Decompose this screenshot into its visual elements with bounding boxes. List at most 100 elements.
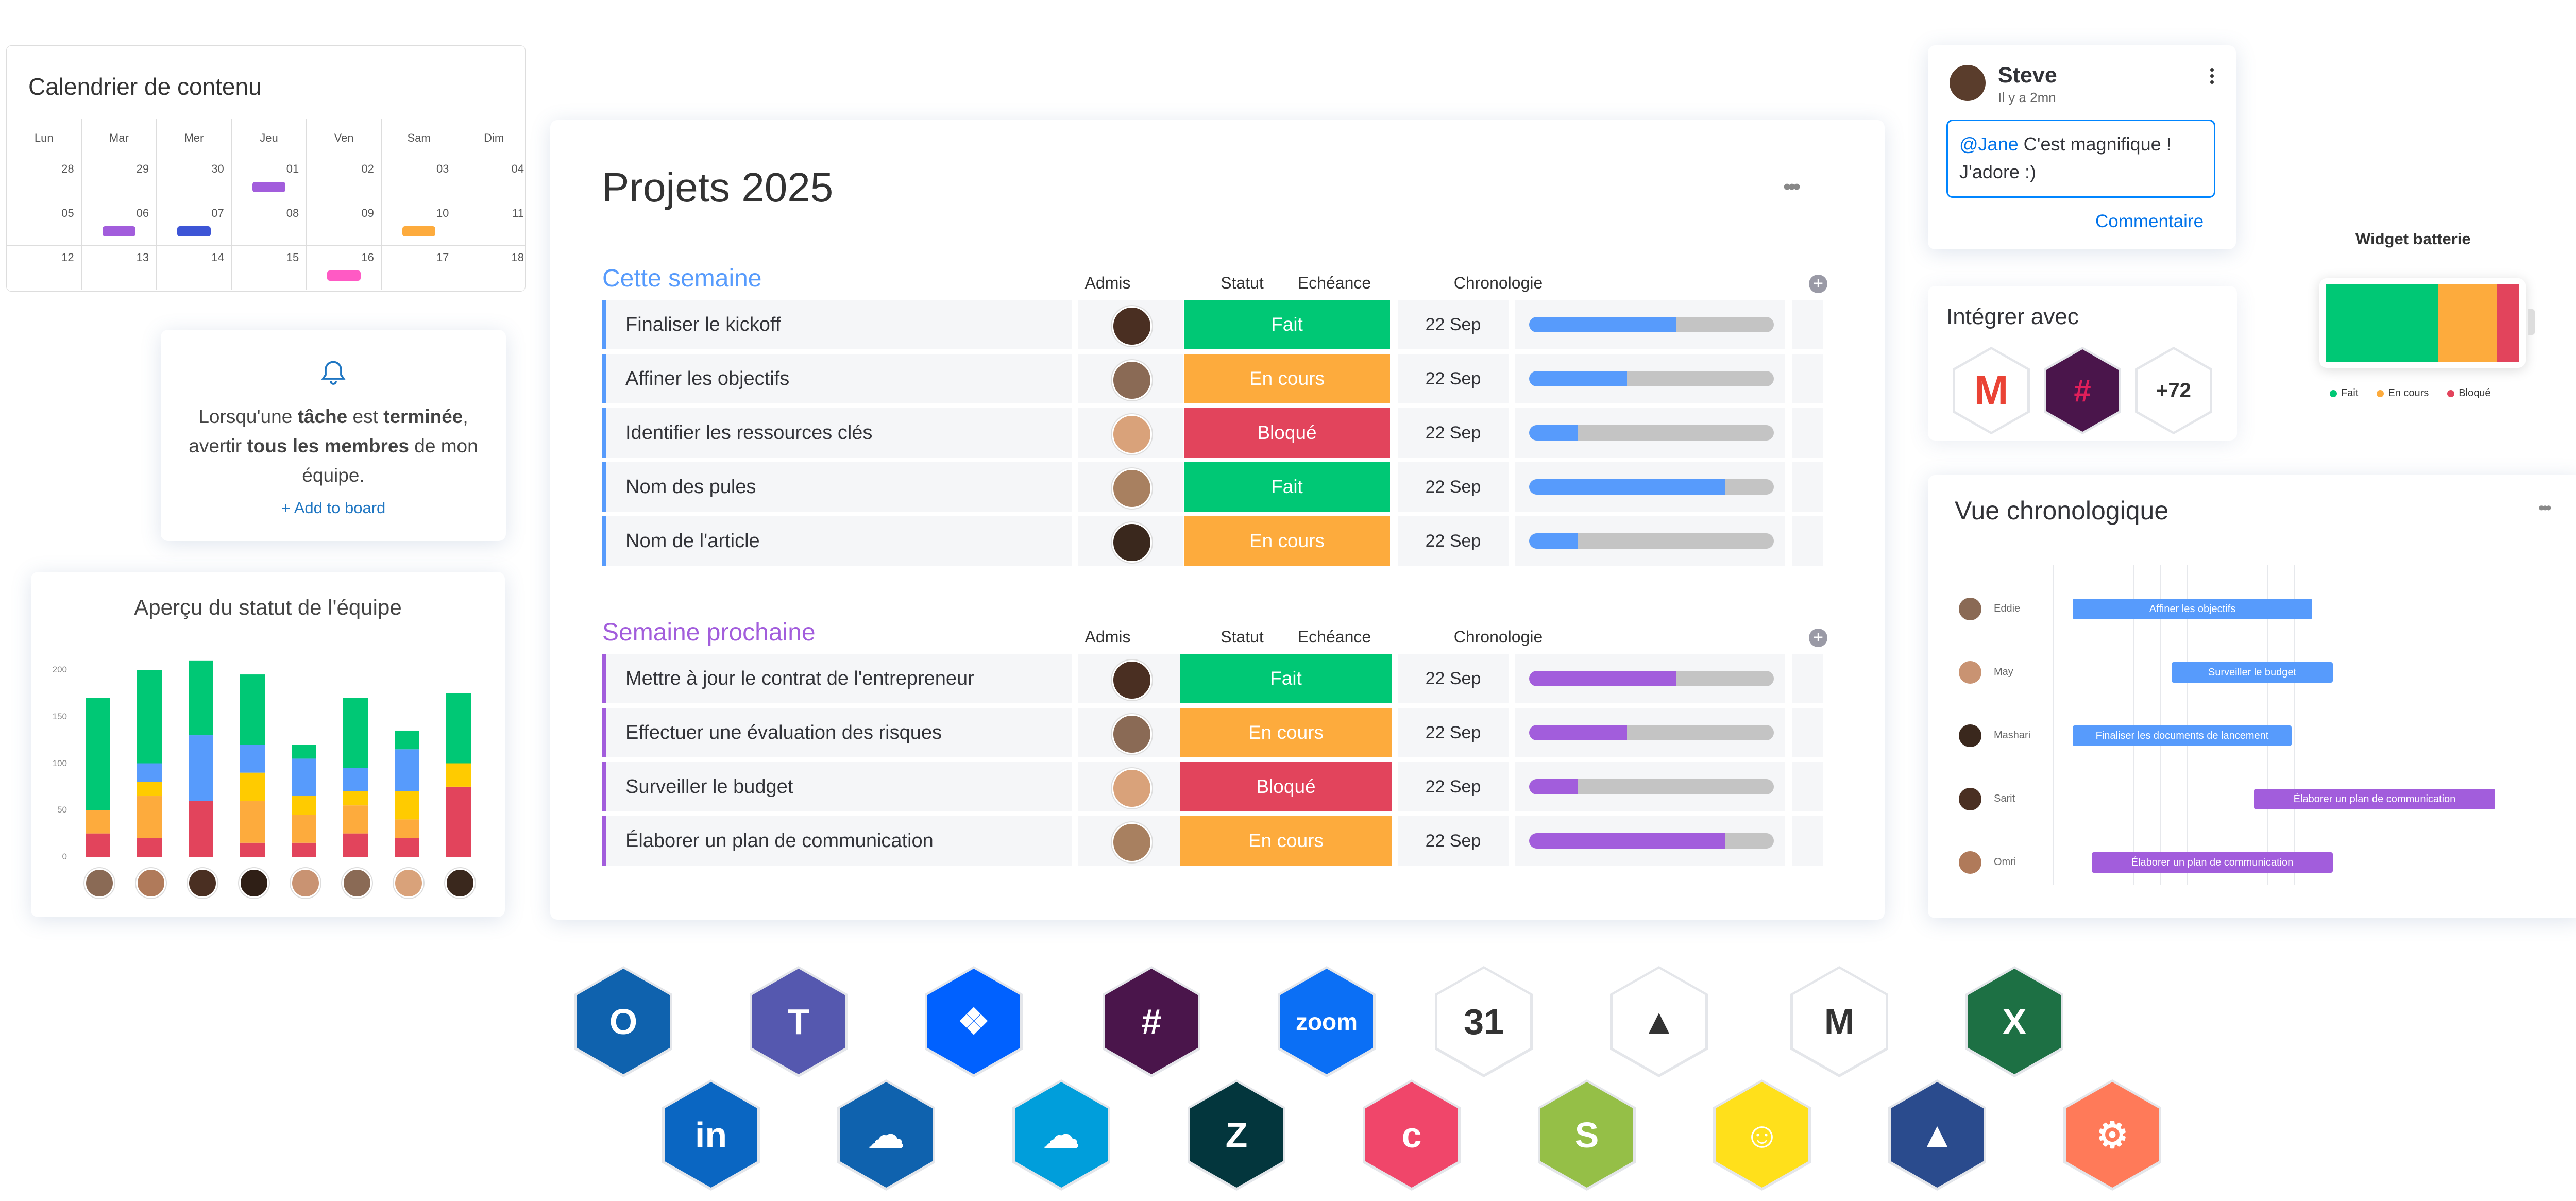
timeline-cell[interactable] xyxy=(1515,816,1785,866)
timeline-cell[interactable] xyxy=(1515,408,1785,458)
timeline-cell[interactable] xyxy=(1515,516,1785,566)
team-member-avatar[interactable] xyxy=(394,868,423,898)
table-row[interactable]: Effectuer une évaluation des risques En c… xyxy=(602,708,1879,757)
timeline-cell[interactable] xyxy=(1515,300,1785,349)
status-cell[interactable]: En cours xyxy=(1184,516,1390,566)
calendar-day[interactable]: 03 xyxy=(381,157,457,201)
calendar-event[interactable] xyxy=(327,270,361,281)
table-row[interactable]: Identifier les ressources clés Bloqué 22 S… xyxy=(602,408,1879,458)
calendar-day[interactable]: 07 xyxy=(157,201,232,245)
mailchimp-icon[interactable]: ☺ xyxy=(1716,1082,1808,1188)
comment-button[interactable]: Commentaire xyxy=(2095,211,2204,231)
due-date[interactable]: 22 Sep xyxy=(1398,654,1509,703)
salesforce-icon[interactable]: ☁ xyxy=(1015,1082,1108,1188)
team-member-avatar[interactable] xyxy=(136,868,166,898)
task-name[interactable]: Identifier les ressources clés xyxy=(602,408,1072,458)
person-avatar[interactable] xyxy=(1112,468,1152,509)
person-avatar[interactable] xyxy=(1112,522,1152,563)
calendar-day[interactable]: 04 xyxy=(456,157,525,201)
calendar-day[interactable]: 10 xyxy=(381,201,457,245)
gantt-bar[interactable]: Élaborer un plan de communication xyxy=(2254,789,2495,809)
team-member-avatar[interactable] xyxy=(239,868,269,898)
task-name[interactable]: Effectuer une évaluation des risques xyxy=(602,708,1072,757)
calendar-day[interactable]: 28 xyxy=(7,157,82,201)
due-date[interactable]: 22 Sep xyxy=(1398,516,1509,566)
timeline-cell[interactable] xyxy=(1515,354,1785,403)
calendar-day[interactable]: 14 xyxy=(157,245,232,290)
calendar-day[interactable]: 30 xyxy=(157,157,232,201)
status-cell[interactable]: Bloqué xyxy=(1180,762,1392,811)
calendar-day[interactable]: 13 xyxy=(81,245,157,290)
task-name[interactable]: Surveiller le budget xyxy=(602,762,1072,811)
comment-box[interactable]: @Jane C'est magnifique ! J'adore :) xyxy=(1946,120,2215,198)
calendar-day[interactable]: 29 xyxy=(81,157,157,201)
timeline-more-icon[interactable]: ••• xyxy=(2538,498,2552,518)
status-cell[interactable]: Fait xyxy=(1184,300,1390,349)
kebab-menu-icon[interactable] xyxy=(2210,68,2214,88)
calendar-day[interactable]: 08 xyxy=(231,201,307,245)
table-row[interactable]: Mettre à jour le contrat de l'entreprene… xyxy=(602,654,1879,703)
due-date[interactable]: 22 Sep xyxy=(1398,762,1509,811)
calendar-day[interactable]: 18 xyxy=(456,245,525,290)
team-member-avatar[interactable] xyxy=(342,868,372,898)
due-date[interactable]: 22 Sep xyxy=(1398,708,1509,757)
team-member-avatar[interactable] xyxy=(84,868,114,898)
add-to-board-link[interactable]: + Add to board xyxy=(281,499,386,517)
calendar-day[interactable]: 12 xyxy=(7,245,82,290)
mention[interactable]: @Jane xyxy=(1959,133,2019,155)
timeline-cell[interactable] xyxy=(1515,462,1785,512)
calendar-event[interactable] xyxy=(102,226,136,236)
table-row[interactable]: Surveiller le budget Bloqué 22 Sep xyxy=(602,762,1879,811)
group-title[interactable]: Cette semaine xyxy=(602,265,762,292)
person-avatar[interactable] xyxy=(1112,714,1152,754)
gantt-bar[interactable]: Surveiller le budget xyxy=(2172,662,2333,683)
person-avatar[interactable] xyxy=(1112,822,1152,862)
gantt-bar[interactable]: Finaliser les documents de lancement xyxy=(2073,725,2292,746)
due-date[interactable]: 22 Sep xyxy=(1398,408,1509,458)
calendar-day[interactable]: 17 xyxy=(381,245,457,290)
more-menu-icon[interactable]: ••• xyxy=(1783,174,1801,199)
person-avatar[interactable] xyxy=(1959,724,1981,747)
table-row[interactable]: Affiner les objectifs En cours 22 Sep xyxy=(602,354,1879,403)
task-name[interactable]: Finaliser le kickoff xyxy=(602,300,1072,349)
more-integrations[interactable]: +72 xyxy=(2138,349,2210,432)
add-column-button[interactable]: + xyxy=(1809,629,1827,647)
due-date[interactable]: 22 Sep xyxy=(1398,816,1509,866)
task-name[interactable]: Affiner les objectifs xyxy=(602,354,1072,403)
timeline-cell[interactable] xyxy=(1515,654,1785,703)
due-date[interactable]: 22 Sep xyxy=(1398,462,1509,512)
calendar-event[interactable] xyxy=(177,226,211,236)
team-member-avatar[interactable] xyxy=(445,868,475,898)
zendesk-icon[interactable]: Z xyxy=(1190,1082,1283,1188)
status-cell[interactable]: En cours xyxy=(1184,354,1390,403)
status-cell[interactable]: En cours xyxy=(1180,708,1392,757)
calendar-day[interactable]: 06 xyxy=(81,201,157,245)
person-avatar[interactable] xyxy=(1959,851,1981,874)
task-name[interactable]: Mettre à jour le contrat de l'entreprene… xyxy=(602,654,1072,703)
calendar-day[interactable]: 09 xyxy=(307,201,382,245)
calendar-day[interactable]: 15 xyxy=(231,245,307,290)
task-name[interactable]: Nom des pules xyxy=(602,462,1072,512)
team-member-avatar[interactable] xyxy=(188,868,217,898)
calendar-day[interactable]: 01 xyxy=(231,157,307,201)
gantt-bar[interactable]: Élaborer un plan de communication xyxy=(2092,852,2333,873)
add-column-button[interactable]: + xyxy=(1809,275,1827,293)
person-avatar[interactable] xyxy=(1112,360,1152,400)
gantt-bar[interactable]: Affiner les objectifs xyxy=(2073,599,2312,619)
task-name[interactable]: Nom de l'article xyxy=(602,516,1072,566)
person-avatar[interactable] xyxy=(1112,306,1152,346)
due-date[interactable]: 22 Sep xyxy=(1398,354,1509,403)
person-avatar[interactable] xyxy=(1959,661,1981,684)
calendar-event[interactable] xyxy=(402,226,436,236)
table-row[interactable]: Nom des pules Fait 22 Sep xyxy=(602,462,1879,512)
onedrive-icon[interactable]: ☁ xyxy=(840,1082,933,1188)
task-name[interactable]: Élaborer un plan de communication xyxy=(602,816,1072,866)
group-title[interactable]: Semaine prochaine xyxy=(602,619,816,646)
calendar-day[interactable]: 02 xyxy=(307,157,382,201)
table-row[interactable]: Élaborer un plan de communication En cour… xyxy=(602,816,1879,866)
person-avatar[interactable] xyxy=(1112,660,1152,700)
team-member-avatar[interactable] xyxy=(291,868,320,898)
status-cell[interactable]: En cours xyxy=(1180,816,1392,866)
due-date[interactable]: 22 Sep xyxy=(1398,300,1509,349)
calendar-day[interactable]: 16 xyxy=(307,245,382,290)
